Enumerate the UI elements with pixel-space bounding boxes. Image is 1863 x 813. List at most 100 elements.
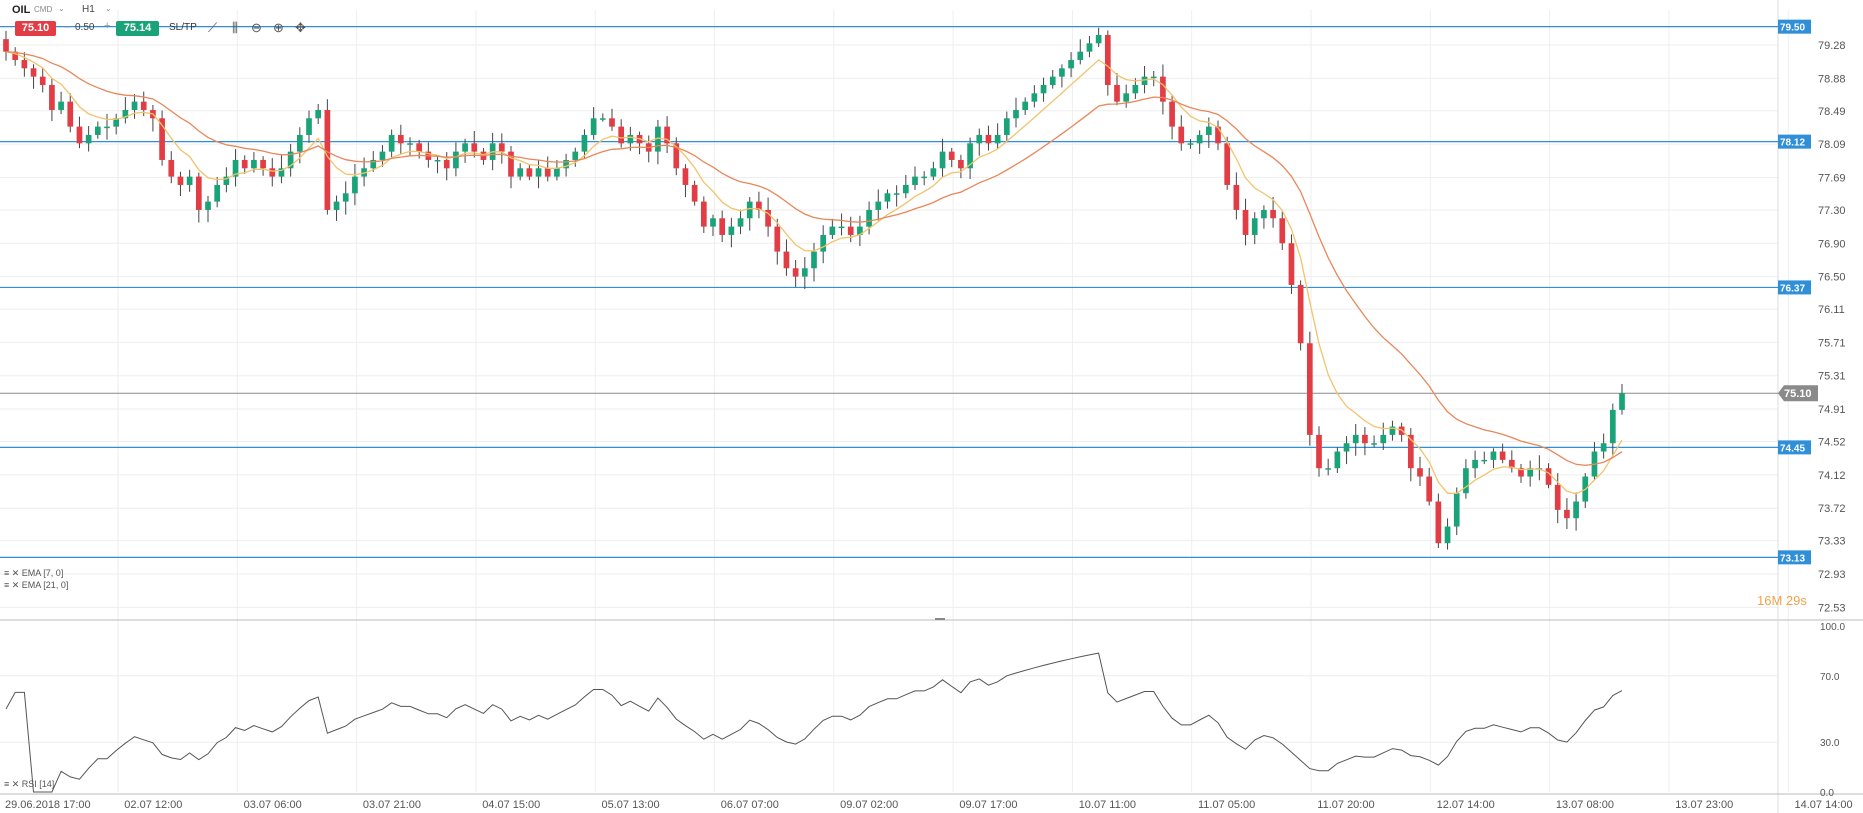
candle-bearish — [847, 226, 854, 235]
candle-bullish — [1343, 443, 1350, 452]
candle-bullish — [939, 151, 946, 169]
candle-bullish — [342, 193, 349, 202]
symbol-dropdown-icon[interactable]: ⌄ — [58, 4, 65, 13]
timeframe-selector[interactable]: H1 — [82, 4, 95, 15]
candle-bullish — [902, 184, 909, 194]
candle-bearish — [140, 101, 147, 110]
candle-bullish — [370, 159, 377, 169]
rsi-label: RSI [14] — [21, 779, 55, 789]
candle-bullish — [1251, 218, 1258, 235]
y-axis-tick-label: 74.52 — [1818, 437, 1846, 449]
candle-bullish — [1472, 459, 1478, 469]
ema21-legend[interactable]: ≡ ✕ EMA [21, 0] — [4, 580, 69, 590]
y-axis-tick-label: 72.93 — [1818, 569, 1846, 581]
candle-bullish — [306, 118, 312, 135]
candle-bullish — [434, 159, 441, 162]
candle-bullish — [113, 118, 120, 127]
candle-bearish — [1499, 451, 1506, 460]
ema-7-line — [5, 51, 1623, 495]
x-axis-tick-label: 13.07 08:00 — [1556, 799, 1614, 811]
ema7-legend[interactable]: ≡ ✕ EMA [7, 0] — [4, 568, 64, 578]
crosshair-icon[interactable]: ✥ — [295, 20, 306, 35]
candle-bearish — [12, 51, 19, 60]
candle-bearish — [416, 143, 423, 152]
increase-volume-button[interactable]: + — [104, 20, 111, 32]
volume-value[interactable]: 0.50 — [75, 22, 95, 33]
candle-bullish — [1600, 443, 1607, 452]
line-chart-icon[interactable]: ⟋ — [208, 20, 218, 35]
candle-bearish — [700, 201, 707, 227]
candle-bullish — [893, 193, 900, 195]
rsi-legend[interactable]: ≡ ✕ RSI [14] — [4, 779, 55, 789]
candle-bullish — [829, 226, 836, 235]
candle-bearish — [1233, 184, 1240, 210]
candle-bullish — [655, 126, 661, 152]
candle-bullish — [838, 226, 845, 229]
level-label-badge — [1778, 280, 1811, 295]
candle-bullish — [1205, 126, 1212, 135]
symbol-label[interactable]: OIL — [12, 4, 31, 16]
candle-bearish — [1114, 84, 1120, 102]
candle-bearish — [30, 68, 37, 77]
candle-bearish — [67, 101, 74, 127]
rsi-axis-tick-label: 0.0 — [1820, 788, 1834, 799]
candle-bearish — [443, 159, 450, 169]
candle-bearish — [1270, 209, 1276, 219]
x-axis-tick-label: 09.07 02:00 — [840, 799, 898, 811]
zoom-in-icon[interactable]: ⊕ — [273, 20, 284, 35]
buy-button[interactable]: 75.14 — [116, 21, 159, 36]
pane-resize-handle[interactable] — [935, 618, 945, 620]
candle-bullish — [223, 176, 230, 185]
candle-bearish — [1545, 468, 1552, 485]
candle-bearish — [1362, 434, 1368, 444]
candle-bearish — [526, 168, 533, 177]
candle-bullish — [930, 168, 937, 177]
candle-bullish — [104, 126, 110, 129]
candle-bearish — [719, 218, 726, 235]
candle-bullish — [1123, 93, 1130, 102]
candle-bullish — [811, 251, 817, 269]
candle-bullish — [820, 234, 827, 252]
zoom-out-icon[interactable]: ⊖ — [251, 20, 262, 35]
candle-bullish — [186, 176, 193, 185]
candle-bearish — [756, 201, 762, 210]
candle-bearish — [618, 126, 625, 144]
candle-bullish — [1490, 451, 1497, 460]
y-axis-tick-label: 79.28 — [1818, 40, 1846, 52]
y-axis-tick-label: 78.49 — [1818, 106, 1846, 118]
candle-bullish — [1022, 101, 1029, 110]
y-axis-tick-label: 78.09 — [1818, 139, 1846, 151]
candle-bullish — [1003, 118, 1010, 135]
decrease-volume-button[interactable]: – — [64, 21, 71, 33]
candle-bearish — [508, 151, 514, 177]
candle-bullish — [1573, 501, 1579, 519]
timeframe-dropdown-icon[interactable]: ⌄ — [105, 4, 112, 13]
y-axis-tick-label: 76.11 — [1818, 304, 1845, 316]
x-axis-tick-label: 02.07 12:00 — [124, 799, 182, 811]
candle-bullish — [333, 201, 340, 210]
sltp-button[interactable]: SL/TP — [169, 22, 197, 33]
x-axis-tick-label: 09.07 17:00 — [959, 799, 1017, 811]
candle-bearish — [1508, 459, 1515, 469]
candle-bullish — [1150, 76, 1157, 79]
candle-bullish — [1077, 51, 1084, 60]
y-axis-tick-label: 72.53 — [1818, 602, 1846, 614]
candle-bearish — [1279, 218, 1286, 244]
candle-bearish — [1215, 126, 1221, 144]
x-axis-tick-label: 13.07 23:00 — [1675, 799, 1733, 811]
candle-bullish — [1463, 468, 1469, 494]
candle-bullish — [407, 143, 413, 145]
symbol-sub-label: CMD — [34, 5, 53, 14]
x-axis-tick-label: 11.07 05:00 — [1198, 799, 1255, 811]
ema-21-line — [5, 51, 1623, 467]
candle-bullish — [379, 151, 386, 160]
candle-bullish — [287, 151, 294, 169]
sell-button[interactable]: 75.10 — [15, 21, 56, 36]
candle-bearish — [792, 268, 799, 277]
x-axis-tick-label: 12.07 14:00 — [1437, 799, 1495, 811]
candlestick-icon[interactable]: ⫼ — [232, 20, 238, 35]
candle-bullish — [994, 134, 1001, 144]
y-axis-tick-label: 77.69 — [1818, 172, 1846, 184]
candle-bullish — [710, 218, 716, 227]
